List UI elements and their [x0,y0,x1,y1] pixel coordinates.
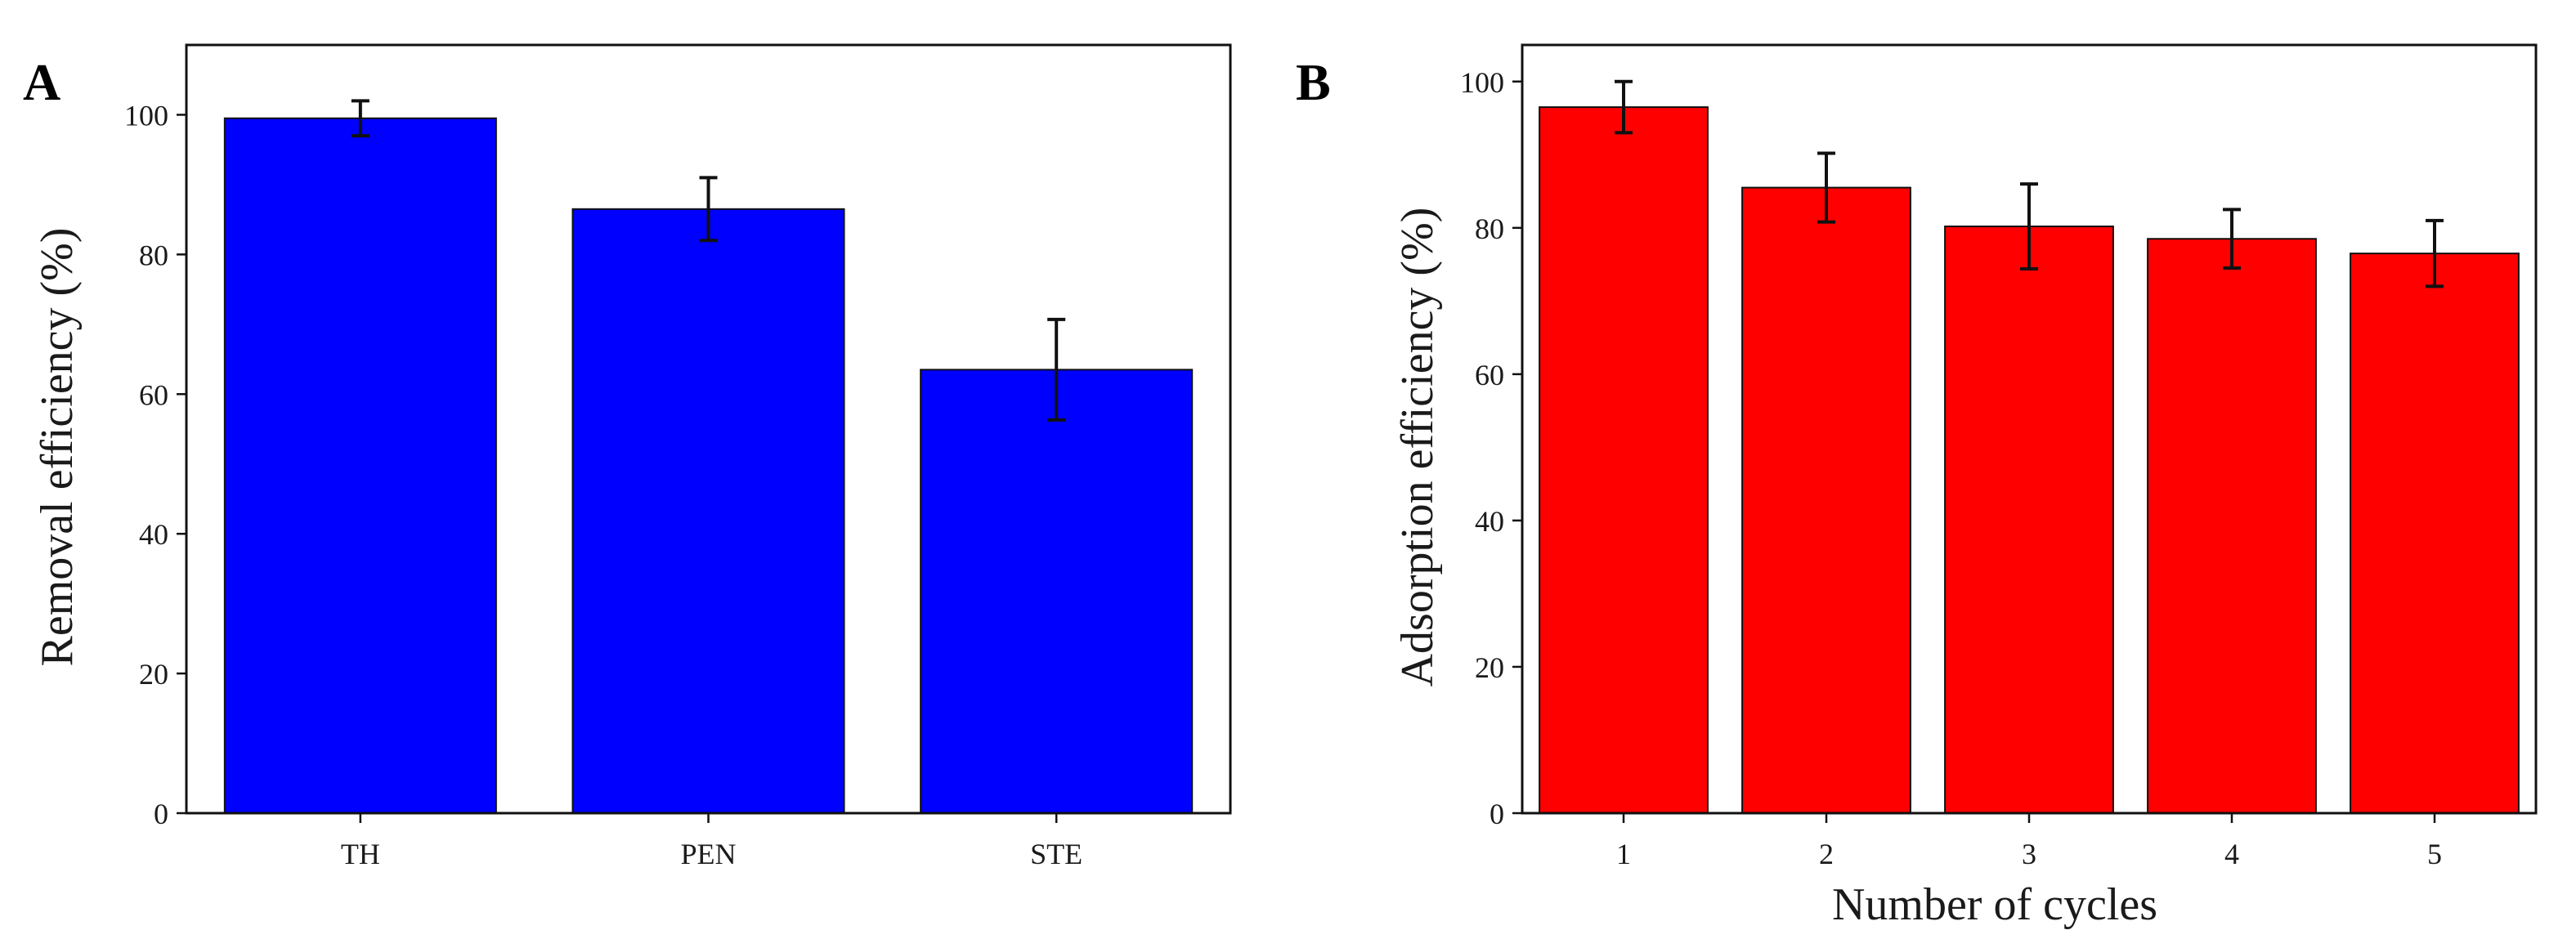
panel-a-bar [571,208,845,814]
panel-b-y-tick-label: 80 [1475,212,1504,245]
panel-b-bar [1741,186,1911,815]
panel-b-error-bar [1817,151,1835,224]
panel-a-y-tick-label: 100 [124,99,168,132]
panel-b: B Adsorption efficiency (%) Number of cy… [1296,43,2538,930]
panel-a-y-tick-label: 60 [139,378,168,411]
panel-b-x-tick-label: 3 [2022,838,2036,870]
panel-a-error-bar [699,176,718,243]
panel-b-error-bar [2223,208,2241,271]
panel-a-letter: A [23,53,60,111]
panel-b-x-tick-label: 4 [2224,838,2239,870]
panel-b-axes-frame [1521,43,2538,815]
panel-a-error-bar [1047,317,1066,422]
panel-b-y-tick-label: 60 [1475,359,1504,391]
panel-b-error-bar [2020,182,2038,271]
panel-a-y-tick-label: 80 [139,239,168,271]
panel-b-error-bar [2426,218,2444,288]
panel-a-y-tick-label: 0 [154,798,168,830]
panel-a-error-bar [351,99,370,138]
panel-b-y-tick-label: 0 [1490,798,1504,830]
panel-a-axes-frame [185,43,1232,815]
panel-b-bar [1944,226,2114,814]
panel-a-x-tick-label: PEN [680,838,736,870]
panel-b-y-tick-label: 40 [1475,505,1504,538]
panel-a-bar [920,369,1194,814]
panel-a-y-tick-label: 20 [139,658,168,691]
panel-b-x-tick-label: 1 [1616,838,1631,870]
panel-a-bar [223,117,497,814]
panel-b-x-tick-label: 5 [2427,838,2442,870]
panel-a-y-axis-title: Removal efficiency (%) [32,228,83,667]
panel-a: A Removal efficiency (%) TH PEN STE 0 20 40 60… [23,43,1232,870]
panel-b-y-axis-title: Adsorption efficiency (%) [1392,208,1443,687]
panel-b-error-bar [1615,79,1633,135]
panel-b-x-axis-title: Number of cycles [1832,879,2157,930]
panel-a-y-tick-label: 40 [139,518,168,551]
panel-b-x-tick-label: 2 [1819,838,1834,870]
panel-b-bar [2147,238,2317,814]
panel-a-x-tick-label: STE [1030,838,1082,870]
panel-a-x-tick-label: TH [341,838,380,870]
panel-b-letter: B [1296,53,1331,111]
panel-b-bar [1539,106,1709,815]
panel-a-plot-area: TH PEN STE 0 20 40 60 80 100 [124,43,1232,870]
panel-b-y-tick-label: 20 [1475,651,1504,684]
panel-b-plot-area: 1 2 3 4 5 0 20 40 60 80 100 [1460,43,2538,870]
panel-b-y-tick-label: 100 [1460,66,1504,99]
panel-b-bar [2350,253,2520,814]
